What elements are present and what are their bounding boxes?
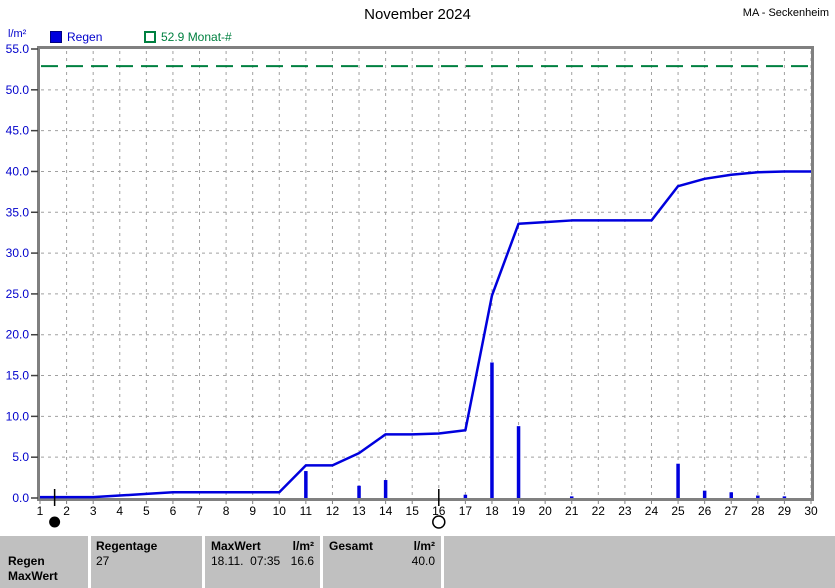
month-norm-swatch-icon <box>144 31 156 43</box>
rain-bar <box>383 480 388 498</box>
svg-text:55.0: 55.0 <box>6 42 30 56</box>
regentage-header: Regentage <box>96 539 158 553</box>
svg-text:19: 19 <box>512 504 526 518</box>
rain-bar <box>782 496 787 498</box>
x-axis-labels: 1 2 3 4 5 6 7 8 9 10 11 12 13 14 15 16 17 18 19 20 21 22 23 24 2… <box>37 504 818 518</box>
svg-text:6: 6 <box>170 504 177 518</box>
svg-text:3: 3 <box>90 504 97 518</box>
station-label: MA - Seckenheim <box>742 7 829 19</box>
new-moon-icon <box>49 516 61 528</box>
svg-text:24: 24 <box>645 504 659 518</box>
summary-cell-gesamt: Gesamt l/m² 40.0 <box>323 536 441 588</box>
svg-text:17: 17 <box>459 504 473 518</box>
rain-series-swatch-icon <box>50 31 62 43</box>
svg-text:30: 30 <box>804 504 818 518</box>
svg-text:10: 10 <box>273 504 287 518</box>
full-moon-icon <box>432 515 446 529</box>
svg-text:29: 29 <box>778 504 792 518</box>
svg-text:8: 8 <box>223 504 230 518</box>
legend-item-regen: Regen <box>50 30 102 44</box>
svg-text:15: 15 <box>406 504 420 518</box>
maxwert-header: MaxWert <box>211 539 261 553</box>
svg-text:26: 26 <box>698 504 712 518</box>
svg-text:2: 2 <box>63 504 70 518</box>
svg-text:11: 11 <box>300 504 313 518</box>
legend-month-norm-label: 52.9 Monat-# <box>161 30 232 44</box>
summary-cell-maxwert: MaxWert l/m² 18.11. 07:35 16.6 <box>205 536 320 588</box>
page-title: November 2024 <box>364 6 471 23</box>
svg-text:4: 4 <box>116 504 123 518</box>
y-axis-labels: 0.0 5.0 10.0 15.0 20.0 25.0 30.0 35.0 40.0 45.0 50… <box>6 42 30 505</box>
cumulative-rain-line <box>40 170 811 499</box>
summary-row-labels: Regen MaxWert <box>0 536 88 588</box>
rain-bar <box>676 463 680 498</box>
y-axis-ticks <box>31 48 38 499</box>
svg-text:7: 7 <box>196 504 203 518</box>
svg-text:18: 18 <box>485 504 499 518</box>
summary-cell-empty <box>444 536 835 588</box>
regentage-value: 27 <box>96 554 110 568</box>
rain-bar <box>702 490 707 498</box>
rain-bar <box>756 495 760 498</box>
rain-bar <box>516 426 521 498</box>
summary-row-label-regen: Regen <box>8 554 45 568</box>
y-axis-unit-label: l/m² <box>8 28 27 40</box>
rain-chart: 0.0 5.0 10.0 15.0 20.0 25.0 30.0 35.0 40.0 45.0 50… <box>6 42 818 529</box>
vertical-gridlines <box>66 51 812 497</box>
svg-text:35.0: 35.0 <box>6 205 30 219</box>
svg-text:12: 12 <box>326 504 340 518</box>
svg-text:25.0: 25.0 <box>6 287 30 301</box>
maxwert-unit-header: l/m² <box>292 539 314 553</box>
svg-text:14: 14 <box>379 504 393 518</box>
gesamt-spacer <box>329 554 332 569</box>
legend-item-month-norm: 52.9 Monat-# <box>144 30 232 44</box>
svg-text:30.0: 30.0 <box>6 246 30 260</box>
svg-text:15.0: 15.0 <box>6 369 30 383</box>
svg-text:45.0: 45.0 <box>6 124 30 138</box>
svg-text:5.0: 5.0 <box>12 450 29 464</box>
svg-text:28: 28 <box>751 504 765 518</box>
svg-text:25: 25 <box>671 504 685 518</box>
svg-text:23: 23 <box>618 504 632 518</box>
svg-text:1: 1 <box>37 504 44 518</box>
rain-bar <box>357 485 361 498</box>
summary-cell-regentage: Regentage 27 <box>91 536 202 588</box>
svg-text:22: 22 <box>592 504 606 518</box>
svg-text:9: 9 <box>249 504 256 518</box>
svg-text:16: 16 <box>432 504 446 518</box>
svg-text:0.0: 0.0 <box>12 491 29 505</box>
svg-text:50.0: 50.0 <box>6 83 30 97</box>
rain-bar <box>463 494 468 498</box>
rain-bar <box>304 471 308 498</box>
svg-text:21: 21 <box>565 504 579 518</box>
moon-markers <box>49 489 446 529</box>
svg-text:40.0: 40.0 <box>6 164 30 178</box>
x-axis-ticks <box>39 500 812 504</box>
svg-text:20: 20 <box>538 504 552 518</box>
svg-text:5: 5 <box>143 504 150 518</box>
gesamt-header: Gesamt <box>329 539 374 553</box>
gesamt-value: 40.0 <box>411 554 435 568</box>
rain-bar <box>569 496 574 498</box>
plot-frame <box>37 46 814 501</box>
summary-row-label-maxwert: MaxWert <box>8 569 58 583</box>
maxwert-datetime: 18.11. 07:35 <box>211 554 281 568</box>
gesamt-unit-header: l/m² <box>413 539 435 553</box>
summary-table: Regen MaxWert Regentage 27 MaxWert l/m² … <box>0 536 835 588</box>
svg-text:27: 27 <box>725 504 739 518</box>
rain-bar <box>729 492 733 498</box>
daily-rain-bars <box>304 362 787 498</box>
rain-bar <box>490 362 494 498</box>
svg-text:10.0: 10.0 <box>6 409 30 423</box>
maxwert-value: 16.6 <box>290 554 314 568</box>
svg-text:20.0: 20.0 <box>6 328 30 342</box>
svg-text:13: 13 <box>352 504 366 518</box>
legend-rain-label: Regen <box>67 30 103 44</box>
horizontal-gridlines <box>41 89 810 458</box>
